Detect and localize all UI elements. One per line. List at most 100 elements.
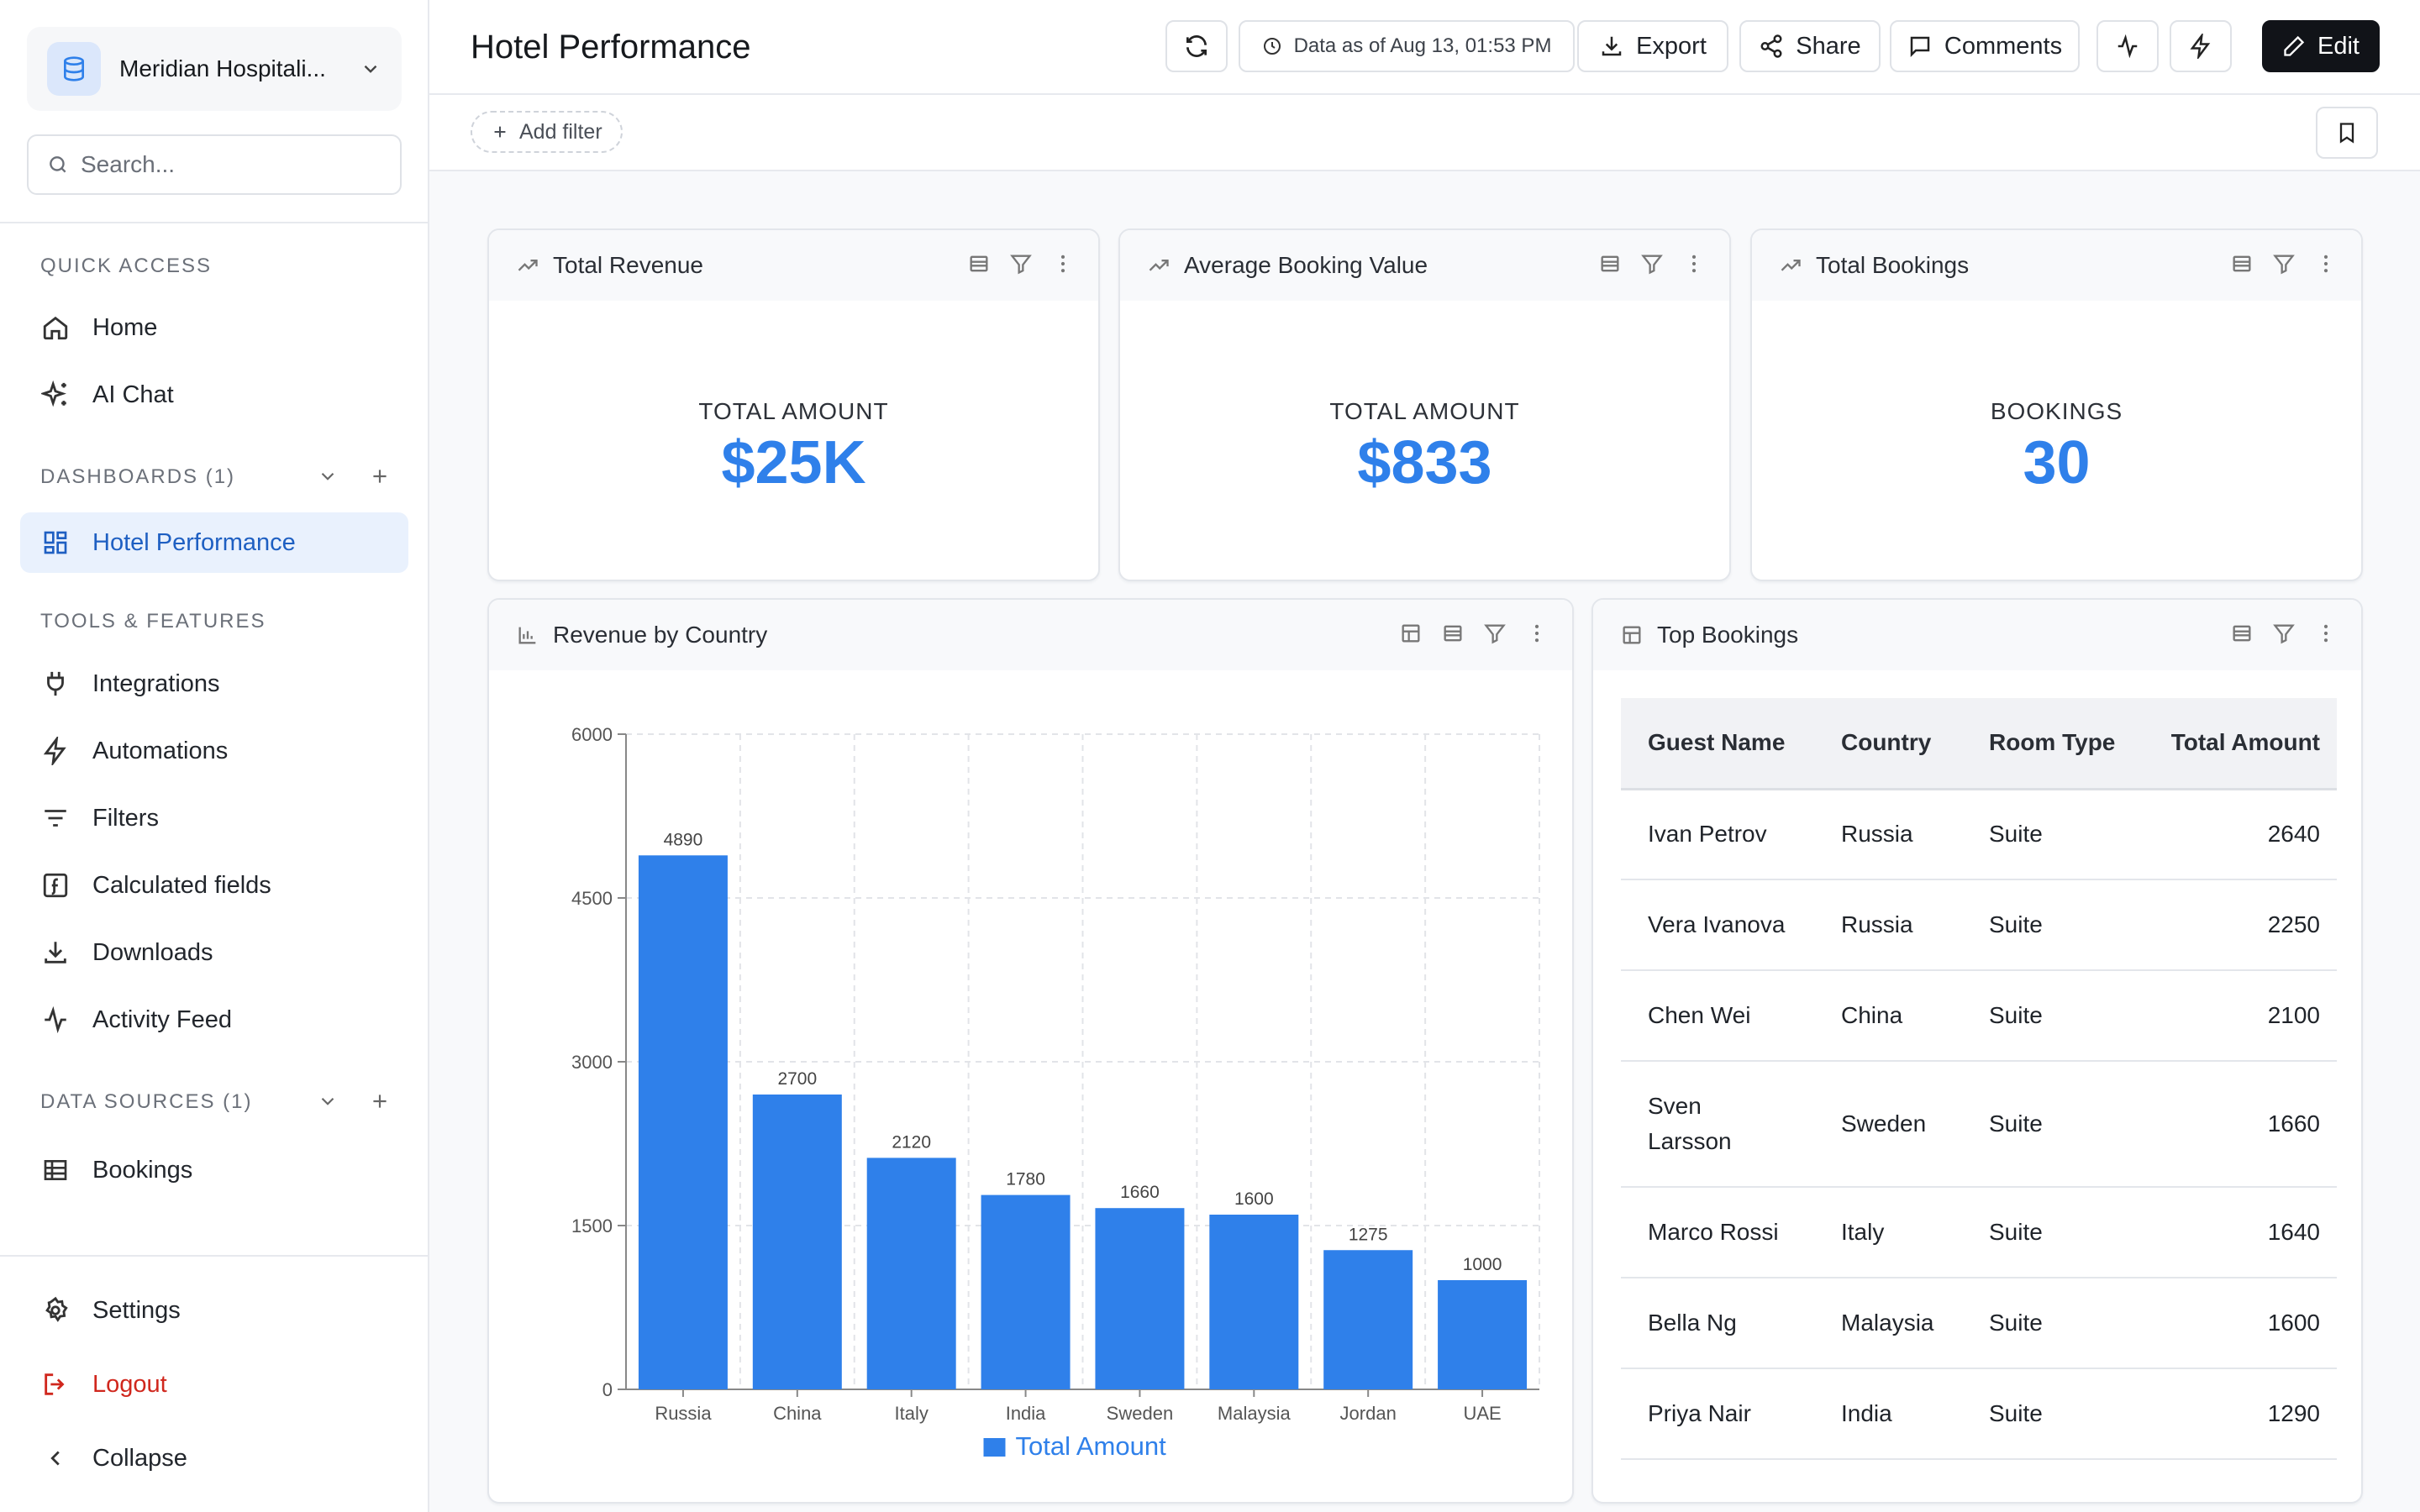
bar-india (981, 1194, 1071, 1389)
table-view-icon[interactable] (2230, 252, 2254, 276)
total-amount-cell: 2100 (2144, 970, 2337, 1062)
bookmark-button[interactable] (2316, 107, 2378, 159)
nav-collapse[interactable]: Collapse (20, 1428, 408, 1488)
x-tick-label: UAE (1463, 1403, 1501, 1424)
dashboard-grid-icon (40, 528, 71, 558)
card-actions (967, 252, 1075, 276)
table-row[interactable]: Ivan Petrov Russia Suite 2640 (1621, 789, 2337, 880)
sidebar: Meridian Hospitali... QUICK ACCESS Home … (0, 0, 429, 1512)
card-title: Total Revenue (553, 252, 704, 278)
share-button[interactable]: Share (1739, 20, 1881, 72)
comments-button[interactable]: Comments (1890, 20, 2080, 72)
more-vertical-icon[interactable] (2314, 622, 2338, 645)
card-actions (2230, 252, 2338, 276)
table-view-icon[interactable] (967, 252, 991, 276)
y-tick-label: 0 (602, 1379, 613, 1400)
table-view-icon[interactable] (1598, 252, 1622, 276)
page-title: Hotel Performance (471, 29, 751, 66)
guest-name-cell: Chen Wei (1621, 970, 1814, 1062)
add-filter-button[interactable]: Add filter (471, 111, 623, 153)
nav-dashboard-hotel-performance[interactable]: Hotel Performance (20, 512, 408, 573)
table-row[interactable]: Bella Ng Malaysia Suite 1600 (1621, 1278, 2337, 1369)
kpi-label: BOOKINGS (1990, 398, 2123, 424)
filter-icon[interactable] (2272, 622, 2296, 645)
table-row[interactable]: Vera Ivanova Russia Suite 2250 (1621, 879, 2337, 971)
data-label: 4890 (664, 830, 703, 849)
nav-ai-chat[interactable]: AI Chat (20, 365, 408, 425)
pencil-icon (2282, 34, 2306, 58)
more-vertical-icon[interactable] (1051, 252, 1075, 276)
card-title: Revenue by Country (553, 622, 768, 648)
nav-filters[interactable]: Filters (20, 788, 408, 848)
tools-label: TOOLS & FEATURES (40, 610, 266, 633)
trend-up-icon (1147, 254, 1171, 277)
room-type-cell: Suite (1962, 879, 2144, 971)
table-icon (40, 1155, 71, 1185)
data-sources-label: DATA SOURCES (1) (40, 1090, 253, 1113)
edit-button[interactable]: Edit (2262, 20, 2380, 72)
table-row[interactable]: Marco Rossi Italy Suite 1640 (1621, 1187, 2337, 1278)
refresh-button[interactable] (1165, 20, 1228, 72)
nav-settings[interactable]: Settings (20, 1280, 408, 1341)
nav-downloads[interactable]: Downloads (20, 922, 408, 983)
search-input[interactable] (81, 151, 383, 178)
nav-activity-feed-label: Activity Feed (92, 1005, 232, 1033)
bookmark-icon (2335, 121, 2359, 144)
nav-calculated-fields-label: Calculated fields (92, 871, 271, 899)
chevron-down-icon[interactable] (317, 465, 339, 487)
total-amount-cell: 1600 (2144, 1278, 2337, 1369)
comment-icon (1907, 34, 1933, 59)
activity-button[interactable] (2096, 20, 2159, 72)
nav-activity-feed[interactable]: Activity Feed (20, 990, 408, 1050)
plus-icon[interactable] (369, 1090, 391, 1112)
room-type-cell: Suite (1962, 1368, 2144, 1460)
filter-icon[interactable] (2272, 252, 2296, 276)
grid-layout-icon[interactable] (1399, 622, 1423, 645)
table-view-icon[interactable] (2230, 622, 2254, 645)
chevron-down-icon[interactable] (317, 1090, 339, 1112)
nav-calculated-fields[interactable]: Calculated fields (20, 855, 408, 916)
home-icon (40, 312, 71, 343)
column-header[interactable]: Room Type (1962, 698, 2144, 790)
automations-button[interactable] (2170, 20, 2232, 72)
table-row[interactable]: Chen Wei China Suite 2100 (1621, 970, 2337, 1062)
download-icon (1599, 34, 1624, 59)
nav-collapse-label: Collapse (92, 1444, 187, 1472)
table-row[interactable]: Priya Nair India Suite 1290 (1621, 1368, 2337, 1460)
search-box (27, 134, 402, 195)
more-vertical-icon[interactable] (2314, 252, 2338, 276)
column-header[interactable]: Country (1814, 698, 1962, 790)
table-view-icon[interactable] (1441, 622, 1465, 645)
more-vertical-icon[interactable] (1525, 622, 1549, 645)
plus-icon[interactable] (369, 465, 391, 487)
lightning-icon (40, 736, 71, 766)
logout-icon (40, 1369, 71, 1399)
filter-icon[interactable] (1009, 252, 1033, 276)
kpi-card-total-bookings: Total Bookings BOOKINGS 30 (1750, 228, 2363, 581)
filter-icon[interactable] (1640, 252, 1664, 276)
card-actions (2230, 622, 2338, 645)
bar-russia (638, 855, 728, 1389)
export-button[interactable]: Export (1577, 20, 1728, 72)
total-amount-cell: 2640 (2144, 789, 2337, 880)
card-header: Total Bookings (1752, 230, 2361, 301)
data-label: 1660 (1120, 1183, 1160, 1202)
nav-home[interactable]: Home (20, 297, 408, 358)
x-tick-label: Jordan (1340, 1403, 1397, 1424)
nav-data-source-bookings[interactable]: Bookings (20, 1140, 408, 1200)
data-as-of-text: Data as of Aug 13, 01:53 PM (1293, 34, 1552, 57)
workspace-switcher[interactable]: Meridian Hospitali... (27, 27, 402, 111)
column-header[interactable]: Guest Name (1621, 698, 1814, 790)
gear-icon (40, 1295, 71, 1326)
column-header[interactable]: Total Amount (2144, 698, 2337, 790)
filter-icon[interactable] (1483, 622, 1507, 645)
more-vertical-icon[interactable] (1682, 252, 1706, 276)
nav-automations[interactable]: Automations (20, 721, 408, 781)
share-label: Share (1796, 32, 1861, 60)
function-icon (40, 870, 71, 900)
kpi-label: TOTAL AMOUNT (1329, 398, 1520, 424)
nav-logout[interactable]: Logout (20, 1354, 408, 1415)
nav-integrations[interactable]: Integrations (20, 654, 408, 714)
revenue-bar-chart: 0 1500 3000 4500 6000 4890 Russia 2700 China 2120… (571, 724, 1540, 1461)
table-row[interactable]: Sven Larsson Sweden Suite 1660 (1621, 1061, 2337, 1188)
